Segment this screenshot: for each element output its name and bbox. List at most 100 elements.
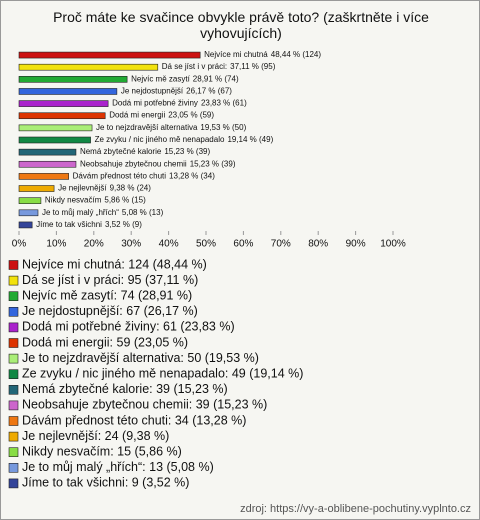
legend-swatch [8,416,19,426]
value-label: 9,38 % (24) [110,184,152,193]
legend-label: Nikdy nesvačím: 15 (5,86 %) [22,444,182,458]
x-tick-label: 0% [12,239,27,250]
legend-swatch [8,462,19,473]
bar-label: Nemá zbytečné kalorie 15,23 % (39) [80,147,211,156]
bar [18,63,159,71]
legend-swatch [8,353,19,364]
value-label: 23,83 % (61) [201,99,247,108]
bar-category: Jíme to tak všichni [36,220,102,229]
bar-category: Nejvíce mi chutná [204,50,268,59]
legend-label: Dodá mi potřebné živiny: 61 (23,83 %) [22,320,235,334]
legend-label: Dávám přednost této chuti: 34 (13,28 %) [22,413,246,427]
legend-label: Nejvíc mě zasytí: 74 (28,91 %) [22,288,192,302]
bar-label: Dá se jíst i v práci: 37,11 % (95) [162,62,276,71]
bar-category: Nikdy nesvačím [45,196,102,205]
bar [18,51,201,59]
bar-category: Je to můj malý „hřích“ [42,208,119,217]
x-tick-label: 90% [346,239,366,250]
x-tick-label: 50% [196,239,216,250]
bar [18,136,91,144]
bar [18,112,106,120]
legend-label: Neobsahuje zbytečnou chemii: 39 (15,23 %… [22,398,267,412]
bar-label: Jíme to tak všichni 3,52 % (9) [36,220,142,229]
bar-label: Je to můj malý „hřích“ 5,08 % (13) [42,208,164,217]
legend-label: Dodá mi energii: 59 (23,05 %) [22,335,188,349]
bar-category: Nejvíc mě zasytí [131,74,190,83]
value-label: 19,14 % (49) [227,135,273,144]
legend-label: Nejvíce mi chutná: 124 (48,44 %) [22,257,207,271]
x-tick-label: 100% [380,239,406,250]
legend-swatch [8,260,19,270]
legend-swatch [8,338,19,348]
legend-label: Je nejdostupnější: 67 (26,17 %) [22,304,198,318]
x-tick-label: 30% [121,239,141,250]
bar [18,100,109,107]
value-label: 5,08 % (13) [122,208,164,217]
legend-label: Je to nejzdravější alternativa: 50 (19,5… [22,351,259,365]
legend-label: Ze zvyku / nic jiného mě nenapadalo: 49 … [22,366,303,380]
bar [18,209,39,217]
x-tick-label: 60% [233,239,253,250]
bar-label: Neobsahuje zbytečnou chemii 15,23 % (39) [80,159,236,168]
bar-label: Nejvíce mi chutná 48,44 % (124) [204,50,321,59]
value-label: 3,52 % (9) [105,220,142,229]
bar-label: Je to nejzdravější alternativa 19,53 % (5… [96,123,247,132]
value-label: 5,86 % (15) [104,196,146,205]
legend-label: Dá se jíst i v práci: 95 (37,11 %) [22,273,198,287]
value-label: 19,53 % (50) [200,123,246,132]
bar-label: Dodá mi potřebné živiny 23,83 % (61) [112,99,247,108]
value-label: 13,28 % (34) [169,172,215,181]
legend-swatch [8,322,19,333]
legend-swatch [8,384,19,395]
bar [18,173,69,180]
legend-label: Je to můj malý „hřích“: 13 (5,08 %) [22,460,214,474]
bar-category: Dávám přednost této chuti [73,172,167,181]
bar [18,197,42,204]
bar [18,124,93,132]
bar-category: Je nejdostupnější [121,87,184,96]
value-label: 26,17 % (67) [186,87,232,96]
legend-swatch [8,478,19,489]
x-tick-label: 70% [271,239,291,250]
legend-swatch [8,400,19,411]
source: zdroj: https://vy-a-oblibene-pochutiny.v… [240,503,471,515]
bar-label: Ze zvyku / nic jiného mě nenapadalo 19,14… [95,135,274,144]
bar-label: Dodá mi energii 23,05 % (59) [109,111,214,120]
x-tick-label: 40% [159,239,179,250]
bar-label: Je nejdostupnější 26,17 % (67) [121,87,232,96]
bar-category: Je nejlevnější [58,184,107,193]
legend-label: Jíme to tak všichni: 9 (3,52 %) [22,476,189,490]
bar [18,148,77,156]
bar-label: Nejvíc mě zasytí 28,91 % (74) [131,74,239,83]
value-label: 28,91 % (74) [193,74,239,83]
legend-label: Je nejlevnější: 24 (9,38 %) [22,429,169,443]
bar [18,160,77,168]
bar-category: Nemá zbytečné kalorie [80,147,162,156]
value-label: 15,23 % (39) [190,159,236,168]
legend-swatch [8,291,19,302]
bar-category: Je to nejzdravější alternativa [96,123,198,132]
bar-label: Nikdy nesvačím 5,86 % (15) [45,196,146,205]
legend-swatch [8,275,19,286]
bar [18,221,33,229]
bar-label: Je nejlevnější 9,38 % (24) [58,184,151,193]
bar-category: Neobsahuje zbytečnou chemii [80,159,187,168]
x-tick-label: 80% [308,239,328,250]
x-tick-label: 10% [46,239,66,250]
bar-label: Dávám přednost této chuti 13,28 % (34) [73,172,216,181]
value-label: 23,05 % (59) [168,111,214,120]
legend-swatch [8,447,19,458]
legend-swatch [8,306,19,317]
bar-category: Ze zvyku / nic jiného mě nenapadalo [95,135,225,144]
legend-swatch [8,431,19,442]
legend-swatch [8,369,19,380]
x-tick-label: 20% [84,239,104,250]
value-label: 48,44 % (124) [271,50,322,59]
legend-label: Nemá zbytečné kalorie: 39 (15,23 %) [22,382,228,396]
bar [18,185,55,192]
bar [18,76,128,83]
chart-title: Proč máte ke svačince obvykle právě toto… [53,9,429,41]
bar-category: Dá se jíst i v práci: [162,62,227,71]
